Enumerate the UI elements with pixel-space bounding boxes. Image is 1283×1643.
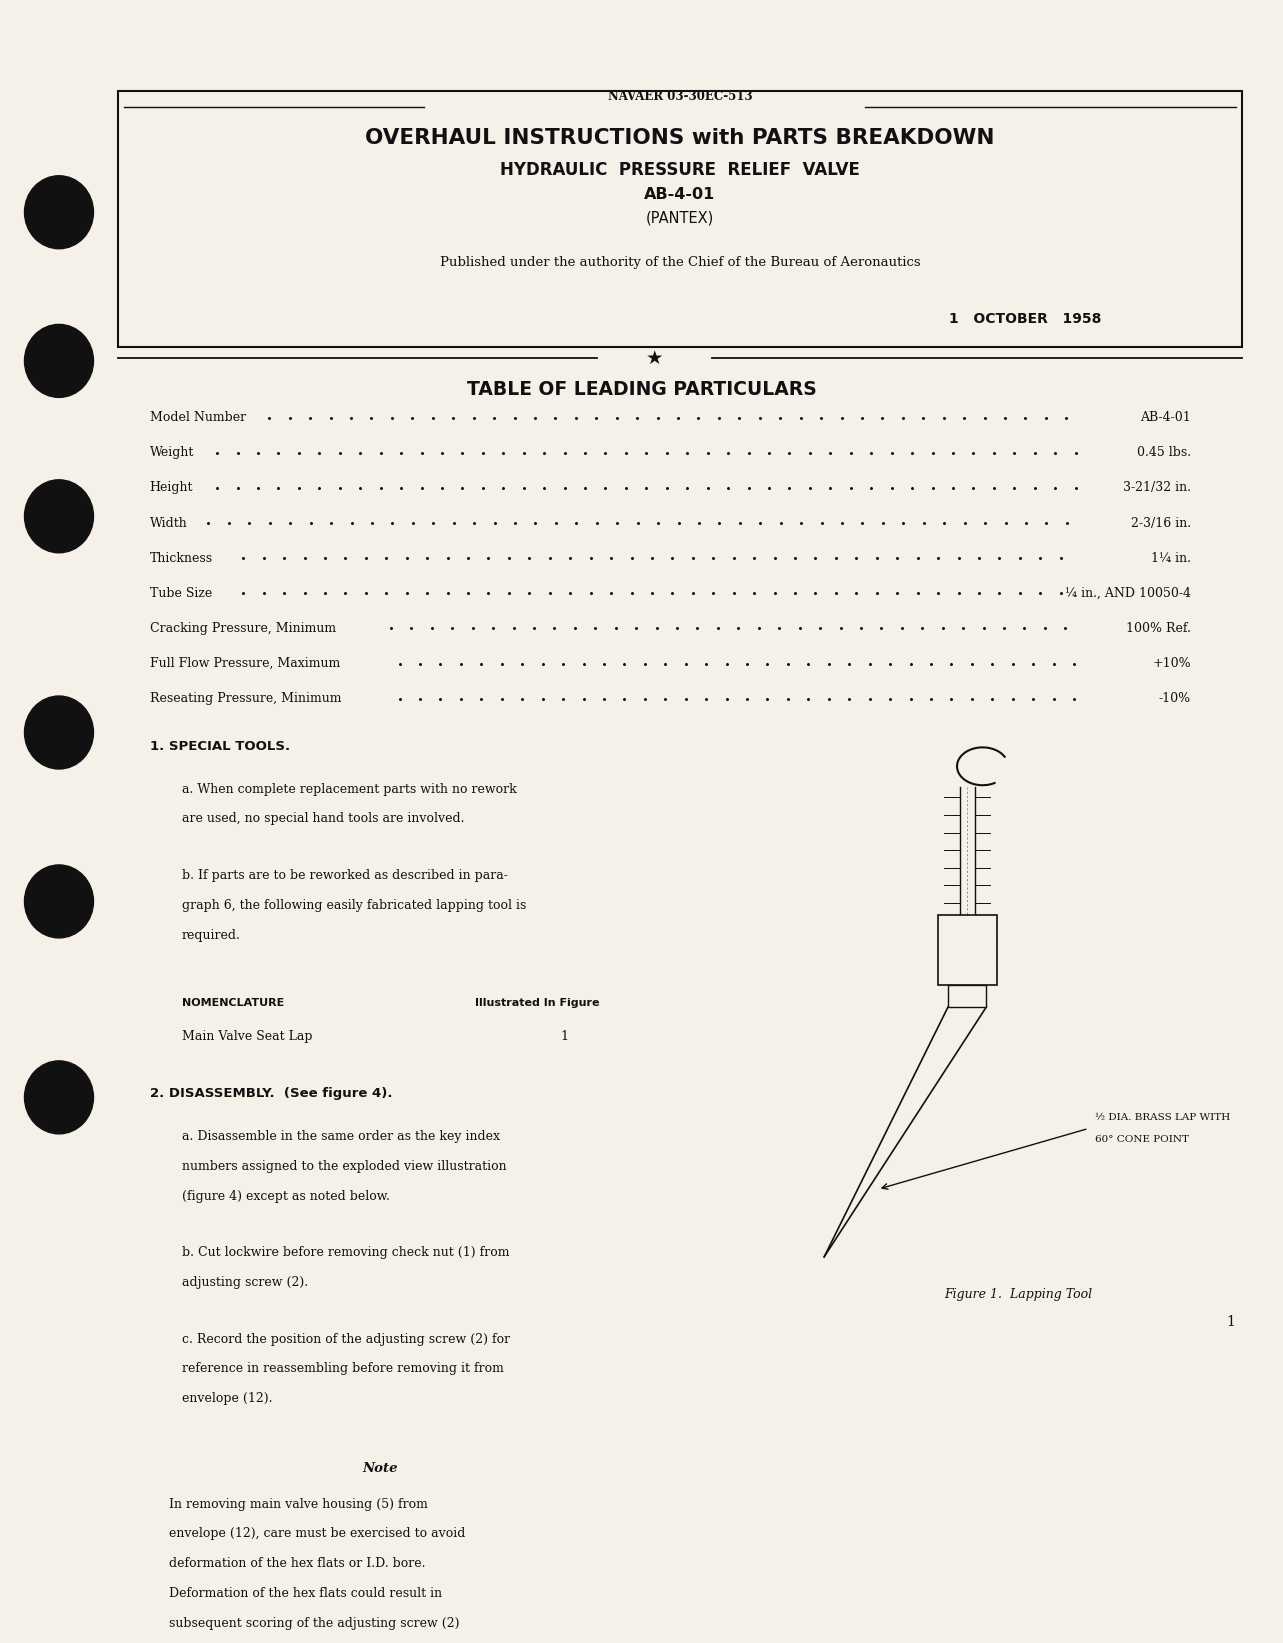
Text: deformation of the hex flats or I.D. bore.: deformation of the hex flats or I.D. bor… — [169, 1558, 426, 1571]
Text: Tube Size: Tube Size — [150, 587, 212, 600]
Text: (figure 4) except as noted below.: (figure 4) except as noted below. — [182, 1190, 390, 1203]
Text: HYDRAULIC  PRESSURE  RELIEF  VALVE: HYDRAULIC PRESSURE RELIEF VALVE — [500, 161, 860, 179]
Circle shape — [24, 697, 94, 769]
Text: 0.45 lbs.: 0.45 lbs. — [1137, 447, 1191, 460]
Text: NOMENCLATURE: NOMENCLATURE — [182, 997, 284, 1007]
Text: Figure 1.  Lapping Tool: Figure 1. Lapping Tool — [944, 1288, 1092, 1301]
Text: 2-3/16 in.: 2-3/16 in. — [1130, 516, 1191, 529]
Text: Full Flow Pressure, Maximum: Full Flow Pressure, Maximum — [150, 657, 340, 670]
Text: envelope (12), care must be exercised to avoid: envelope (12), care must be exercised to… — [169, 1528, 466, 1541]
Text: 100% Ref.: 100% Ref. — [1126, 623, 1191, 634]
Text: OVERHAUL INSTRUCTIONS with PARTS BREAKDOWN: OVERHAUL INSTRUCTIONS with PARTS BREAKDO… — [366, 128, 994, 148]
Text: a. When complete replacement parts with no rework: a. When complete replacement parts with … — [182, 782, 516, 795]
Text: Illustrated In Figure: Illustrated In Figure — [476, 997, 600, 1007]
Text: ★: ★ — [645, 348, 663, 368]
Text: 60° CONE POINT: 60° CONE POINT — [1094, 1135, 1189, 1144]
Text: ½ DIA. BRASS LAP WITH: ½ DIA. BRASS LAP WITH — [1094, 1114, 1230, 1122]
Bar — [938, 915, 997, 986]
Text: TABLE OF LEADING PARTICULARS: TABLE OF LEADING PARTICULARS — [467, 380, 816, 399]
Text: Reseating Pressure, Minimum: Reseating Pressure, Minimum — [150, 692, 341, 705]
Text: In removing main valve housing (5) from: In removing main valve housing (5) from — [169, 1498, 427, 1510]
Text: 1¼ in.: 1¼ in. — [1151, 552, 1191, 565]
Text: Height: Height — [150, 481, 194, 495]
Text: -10%: -10% — [1159, 692, 1191, 705]
Text: Note: Note — [362, 1462, 398, 1475]
Text: (PANTEX): (PANTEX) — [645, 210, 713, 225]
Circle shape — [24, 324, 94, 398]
Text: Published under the authority of the Chief of the Bureau of Aeronautics: Published under the authority of the Chi… — [440, 256, 920, 269]
Text: +10%: +10% — [1152, 657, 1191, 670]
Text: Cracking Pressure, Minimum: Cracking Pressure, Minimum — [150, 623, 336, 634]
Text: Thickness: Thickness — [150, 552, 213, 565]
Text: envelope (12).: envelope (12). — [182, 1392, 272, 1405]
Text: graph 6, the following easily fabricated lapping tool is: graph 6, the following easily fabricated… — [182, 899, 526, 912]
Polygon shape — [824, 1007, 987, 1257]
Text: are used, no special hand tools are involved.: are used, no special hand tools are invo… — [182, 813, 464, 825]
Text: 1   OCTOBER   1958: 1 OCTOBER 1958 — [948, 312, 1101, 325]
Text: reference in reassembling before removing it from: reference in reassembling before removin… — [182, 1362, 503, 1375]
Circle shape — [24, 864, 94, 938]
Text: 1: 1 — [561, 1030, 568, 1043]
Text: NAVAER 03-30EC-513: NAVAER 03-30EC-513 — [608, 90, 752, 104]
Text: Model Number: Model Number — [150, 411, 246, 424]
Text: a. Disassemble in the same order as the key index: a. Disassemble in the same order as the … — [182, 1130, 499, 1144]
Text: numbers assigned to the exploded view illustration: numbers assigned to the exploded view il… — [182, 1160, 507, 1173]
Text: 1. SPECIAL TOOLS.: 1. SPECIAL TOOLS. — [150, 739, 290, 752]
FancyBboxPatch shape — [118, 90, 1242, 347]
Text: ¼ in., AND 10050-4: ¼ in., AND 10050-4 — [1065, 587, 1191, 600]
Text: Width: Width — [150, 516, 187, 529]
Text: c. Record the position of the adjusting screw (2) for: c. Record the position of the adjusting … — [182, 1332, 509, 1346]
Text: b. If parts are to be reworked as described in para-: b. If parts are to be reworked as descri… — [182, 869, 508, 882]
Circle shape — [24, 176, 94, 248]
Text: subsequent scoring of the adjusting screw (2): subsequent scoring of the adjusting scre… — [169, 1617, 459, 1630]
Bar — [948, 986, 987, 1007]
Text: 1: 1 — [1227, 1314, 1236, 1329]
Text: Deformation of the hex flats could result in: Deformation of the hex flats could resul… — [169, 1587, 441, 1600]
Text: Main Valve Seat Lap: Main Valve Seat Lap — [182, 1030, 312, 1043]
Circle shape — [24, 480, 94, 552]
Text: 2. DISASSEMBLY.  (See figure 4).: 2. DISASSEMBLY. (See figure 4). — [150, 1086, 393, 1099]
Text: Weight: Weight — [150, 447, 194, 460]
Text: required.: required. — [182, 928, 240, 941]
Text: b. Cut lockwire before removing check nut (1) from: b. Cut lockwire before removing check nu… — [182, 1247, 509, 1259]
Circle shape — [24, 1061, 94, 1134]
Text: adjusting screw (2).: adjusting screw (2). — [182, 1277, 308, 1290]
Text: AB-4-01: AB-4-01 — [644, 187, 716, 202]
Text: 3-21/32 in.: 3-21/32 in. — [1123, 481, 1191, 495]
Text: AB-4-01: AB-4-01 — [1141, 411, 1191, 424]
